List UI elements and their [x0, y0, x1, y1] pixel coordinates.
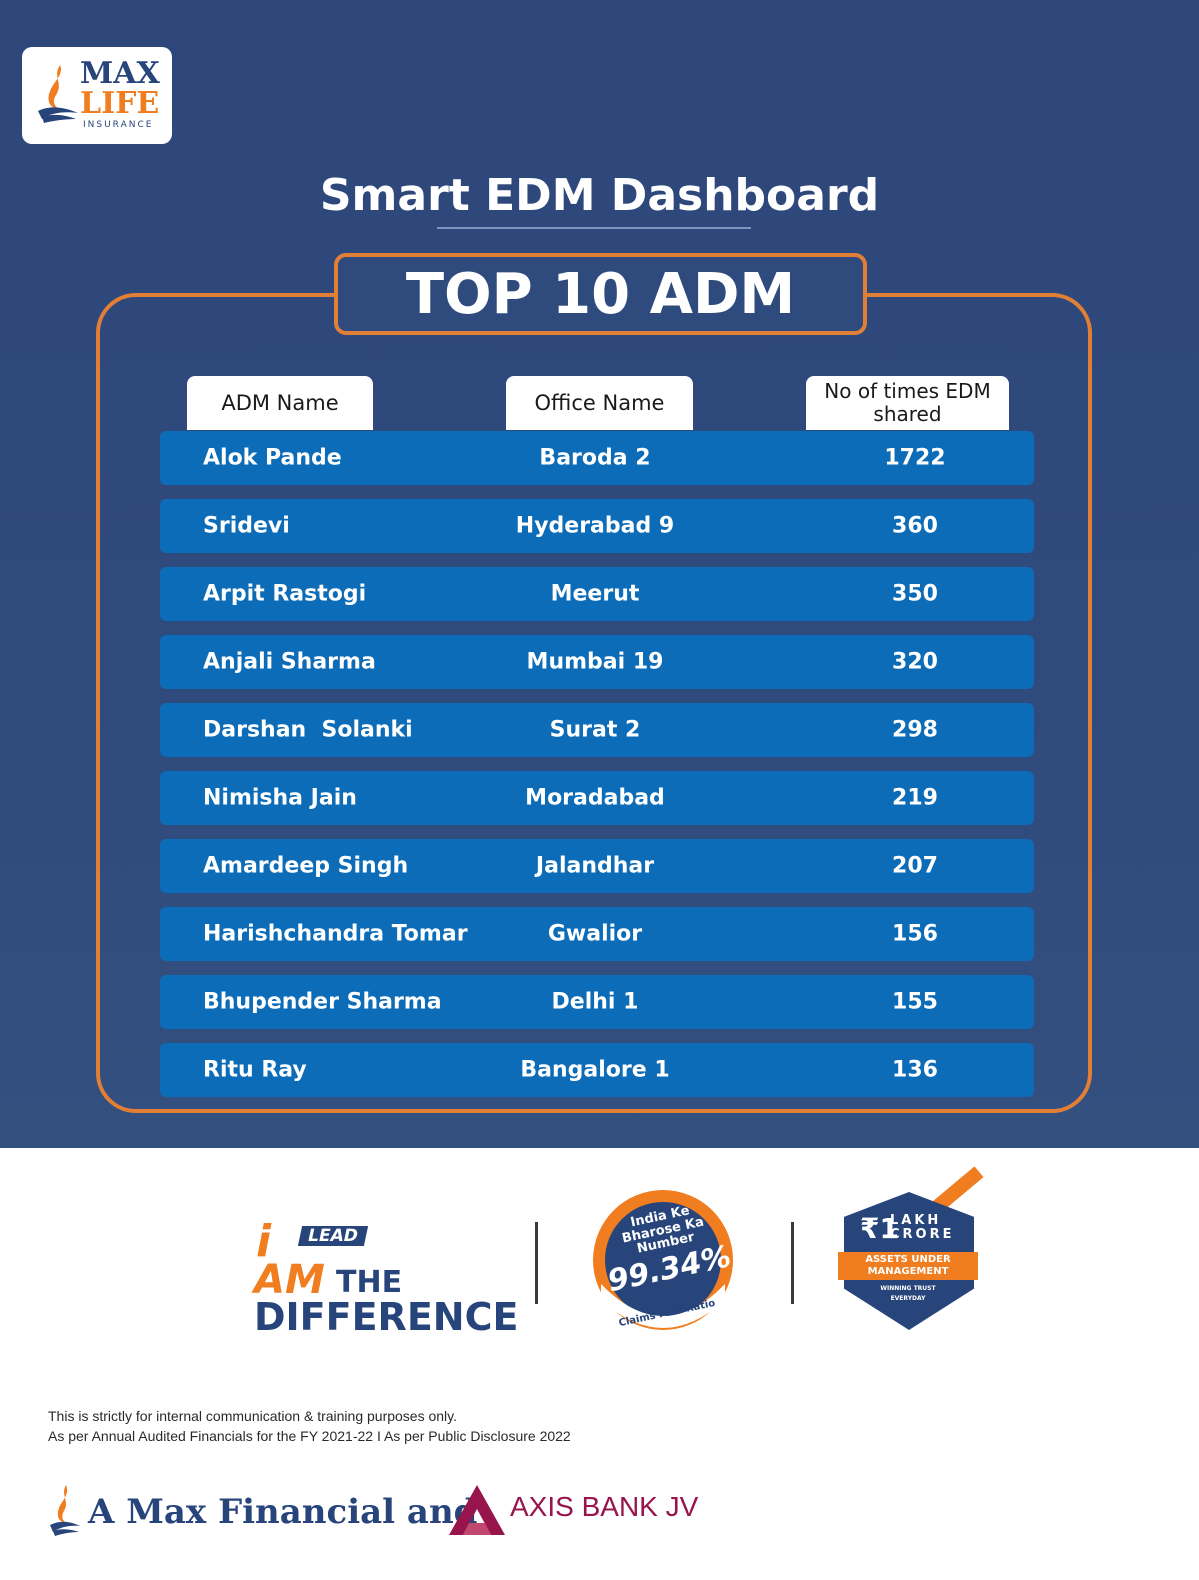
aum-band-text: ASSETS UNDER MANAGEMENT: [838, 1252, 978, 1280]
office-name-cell: Moradabad: [525, 785, 665, 811]
edm-count-cell: 298: [892, 717, 938, 743]
aum-lakh-text: LAKH: [890, 1213, 942, 1228]
table-row: Ritu Ray Bangalore 1 136: [160, 1043, 1034, 1097]
table-row: Sridevi Hyderabad 9 360: [160, 499, 1034, 553]
i-lead-badge: i LEAD AM THE DIFFERENCE: [252, 1212, 518, 1337]
flame-logo-icon: [38, 65, 78, 123]
bottom-panel: [0, 1148, 1199, 1580]
edm-count-cell: 360: [892, 513, 938, 539]
axis-bank-logo-icon: [449, 1485, 505, 1535]
seal-ring-icon: [593, 1190, 733, 1330]
table-row: Amardeep Singh Jalandhar 207: [160, 839, 1034, 893]
aum-tagline: WINNING TRUST EVERYDAY: [868, 1284, 948, 1303]
axis-bank-text: AXIS BANK JV: [510, 1491, 699, 1522]
table-row: Harishchandra Tomar Gwalior 156: [160, 907, 1034, 961]
edm-count-cell: 136: [892, 1057, 938, 1083]
aum-tag-1: WINNING TRUST: [880, 1285, 936, 1292]
table-row: Bhupender Sharma Delhi 1 155: [160, 975, 1034, 1029]
office-name-cell: Baroda 2: [539, 445, 651, 471]
adm-name-cell: Harishchandra Tomar: [203, 921, 468, 947]
i-lead-difference-text: DIFFERENCE: [254, 1295, 519, 1339]
adm-name-cell: Sridevi: [203, 513, 290, 539]
max-life-logo: MAX LIFE INSURANCE: [22, 47, 172, 144]
title-underline: [437, 227, 751, 229]
i-lead-i-text: i: [256, 1216, 272, 1267]
office-name-cell: Surat 2: [549, 717, 641, 743]
aum-crore-text: CRORE: [890, 1227, 955, 1243]
i-lead-the-text: THE: [336, 1265, 403, 1300]
table-row: Darshan Solanki Surat 2 298: [160, 703, 1034, 757]
table-row: Arpit Rastogi Meerut 350: [160, 567, 1034, 621]
disclaimer-line-1: This is strictly for internal communicat…: [48, 1408, 458, 1424]
adm-name-cell: Nimisha Jain: [203, 785, 357, 811]
logo-life-text: LIFE: [80, 86, 160, 121]
badge-divider: [791, 1222, 794, 1304]
jv-text: A Max Financial and: [88, 1492, 478, 1532]
i-lead-lead-text: LEAD: [297, 1226, 368, 1246]
edm-count-cell: 156: [892, 921, 938, 947]
adm-name-cell: Darshan Solanki: [203, 717, 413, 743]
aum-number: ₹1: [860, 1212, 899, 1245]
header-edm-count: No of times EDM shared: [806, 376, 1009, 430]
logo-insurance-text: INSURANCE: [83, 120, 154, 130]
top-10-badge: TOP 10 ADM: [334, 253, 867, 335]
i-lead-am-text: AM: [254, 1257, 325, 1303]
flame-logo-icon: [50, 1485, 80, 1536]
office-name-cell: Hyderabad 9: [515, 513, 675, 539]
header-adm-name: ADM Name: [187, 376, 373, 430]
adm-name-cell: Ritu Ray: [203, 1057, 307, 1083]
office-name-cell: Mumbai 19: [526, 649, 664, 675]
adm-name-cell: Amardeep Singh: [203, 853, 409, 879]
logo-max-text: MAX: [80, 56, 160, 91]
edm-count-cell: 350: [892, 581, 938, 607]
aum-badge: ₹1 LAKH CRORE ASSETS UNDER MANAGEMENT WIN…: [838, 1166, 988, 1340]
adm-name-cell: Alok Pande: [203, 445, 342, 471]
aum-unit: LAKH CRORE: [890, 1213, 955, 1243]
office-name-cell: Bangalore 1: [520, 1057, 670, 1083]
aum-tag-2: EVERYDAY: [890, 1294, 926, 1302]
edm-count-cell: 219: [892, 785, 938, 811]
edm-count-cell: 320: [892, 649, 938, 675]
edm-count-cell: 207: [892, 853, 938, 879]
office-name-cell: Delhi 1: [551, 989, 639, 1015]
aum-digit: 1: [879, 1212, 899, 1245]
office-name-cell: Jalandhar: [535, 853, 655, 879]
edm-count-cell: 1722: [884, 445, 946, 471]
adm-name-cell: Bhupender Sharma: [203, 989, 442, 1015]
disclaimer-line-2: As per Annual Audited Financials for the…: [48, 1428, 571, 1444]
office-name-cell: Gwalior: [547, 921, 643, 947]
page-title: Smart EDM Dashboard: [319, 170, 880, 221]
adm-name-cell: Anjali Sharma: [203, 649, 376, 675]
table-row: Anjali Sharma Mumbai 19 320: [160, 635, 1034, 689]
header-office-name: Office Name: [506, 376, 693, 430]
office-name-cell: Meerut: [550, 581, 640, 607]
badge-divider: [535, 1222, 538, 1304]
adm-name-cell: Arpit Rastogi: [203, 581, 367, 607]
table-row: Alok Pande Baroda 2 1722: [160, 431, 1034, 485]
claims-ratio-seal: India Ke Bharose Ka Number 99.34% Claims…: [587, 1188, 739, 1340]
edm-count-cell: 155: [892, 989, 938, 1015]
rupee-symbol: ₹: [860, 1212, 880, 1245]
adm-table-body: Alok Pande Baroda 2 1722 Sridevi Hyderab…: [160, 431, 1034, 1111]
table-row: Nimisha Jain Moradabad 219: [160, 771, 1034, 825]
